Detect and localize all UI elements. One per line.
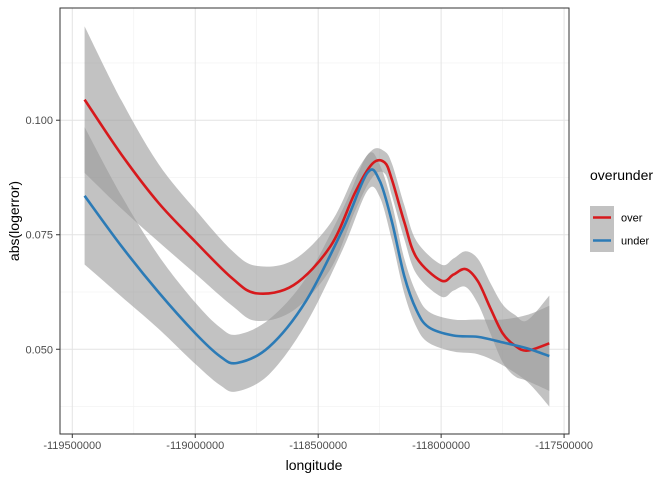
legend-label-over: over (621, 213, 643, 225)
y-tick-label: 0.100 (25, 115, 53, 127)
series-line-over (83, 98, 550, 352)
y-tick-label: 0.050 (25, 344, 53, 356)
confidence-bands (84, 26, 550, 407)
y-axis: 0.050 0.075 0.100 (25, 115, 60, 356)
legend-title: overunder (590, 167, 653, 183)
y-axis-title: abs(logerror) (6, 181, 22, 261)
x-tick-label: -119000000 (166, 440, 224, 452)
legend-label-under: under (621, 236, 649, 248)
y-tick-label: 0.075 (25, 230, 53, 242)
x-axis: -119500000 -119000000 -118500000 -118000000… (43, 434, 593, 452)
x-tick-label: -118000000 (412, 440, 470, 452)
legend-key-under (590, 229, 614, 252)
x-axis-title: longitude (286, 457, 343, 473)
legend: overunder overunder (590, 167, 653, 252)
x-tick-label: -118500000 (289, 440, 347, 452)
series-line-under (83, 168, 550, 365)
series-lines (83, 98, 550, 365)
x-tick-label: -119500000 (43, 440, 101, 452)
legend-key-over (590, 206, 614, 229)
confidence-band-under (84, 127, 550, 407)
plot-border (59, 7, 570, 435)
x-tick-label: -117500000 (535, 440, 593, 452)
